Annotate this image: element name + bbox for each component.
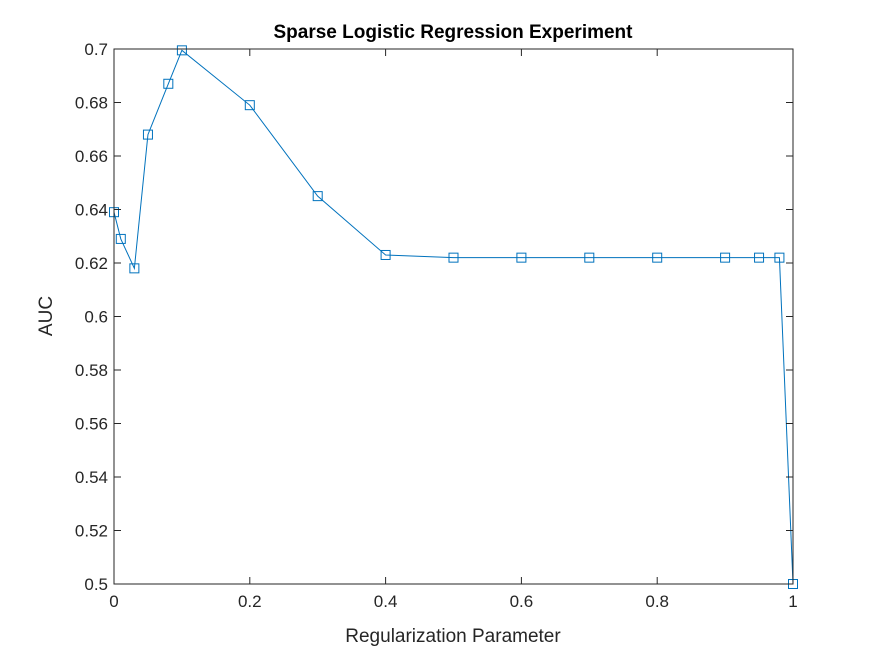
x-tick-label: 0.8 (645, 592, 669, 611)
data-point-marker (720, 252, 731, 263)
y-tick-label: 0.66 (75, 147, 108, 166)
data-point-marker (448, 252, 459, 263)
x-axis-ticks: 0 0.2 0.4 0.6 0.8 1 (109, 49, 798, 611)
data-point-marker (652, 252, 663, 263)
data-point-marker (312, 191, 323, 202)
data-point-marker (754, 252, 765, 263)
y-tick-label: 0.64 (75, 201, 108, 220)
x-axis-label: Regularization Parameter (345, 626, 561, 647)
y-tick-label: 0.6 (84, 308, 108, 327)
y-axis-ticks: 0.5 0.52 0.54 0.56 0.58 0.6 0.62 0.64 0.66 0.68 0.… (75, 40, 793, 594)
y-axis-label: AUC (36, 296, 57, 336)
data-point-marker (516, 252, 527, 263)
y-tick-label: 0.56 (75, 415, 108, 434)
data-point-marker (142, 129, 153, 140)
plot-area (114, 49, 793, 584)
series-line (113, 49, 794, 585)
data-point-marker (380, 249, 391, 260)
x-tick-label: 0.4 (374, 592, 398, 611)
data-point-marker (115, 233, 126, 244)
y-tick-label: 0.68 (75, 94, 108, 113)
data-point-marker (244, 100, 255, 111)
data-point-marker (584, 252, 595, 263)
data-point-marker (774, 252, 785, 263)
chart-title: Sparse Logistic Regression Experiment (273, 22, 633, 43)
y-tick-label: 0.62 (75, 254, 108, 273)
x-tick-label: 0 (109, 592, 118, 611)
y-tick-label: 0.5 (84, 575, 108, 594)
y-tick-label: 0.7 (84, 40, 108, 59)
y-tick-label: 0.54 (75, 468, 108, 487)
y-tick-label: 0.58 (75, 361, 108, 380)
data-point-marker (129, 263, 140, 274)
x-tick-label: 0.6 (510, 592, 534, 611)
data-point-marker (176, 45, 187, 56)
y-tick-label: 0.52 (75, 522, 108, 541)
data-point-marker (163, 78, 174, 89)
plot-content (109, 45, 798, 589)
x-tick-label: 0.2 (238, 592, 262, 611)
x-tick-label: 1 (788, 592, 797, 611)
